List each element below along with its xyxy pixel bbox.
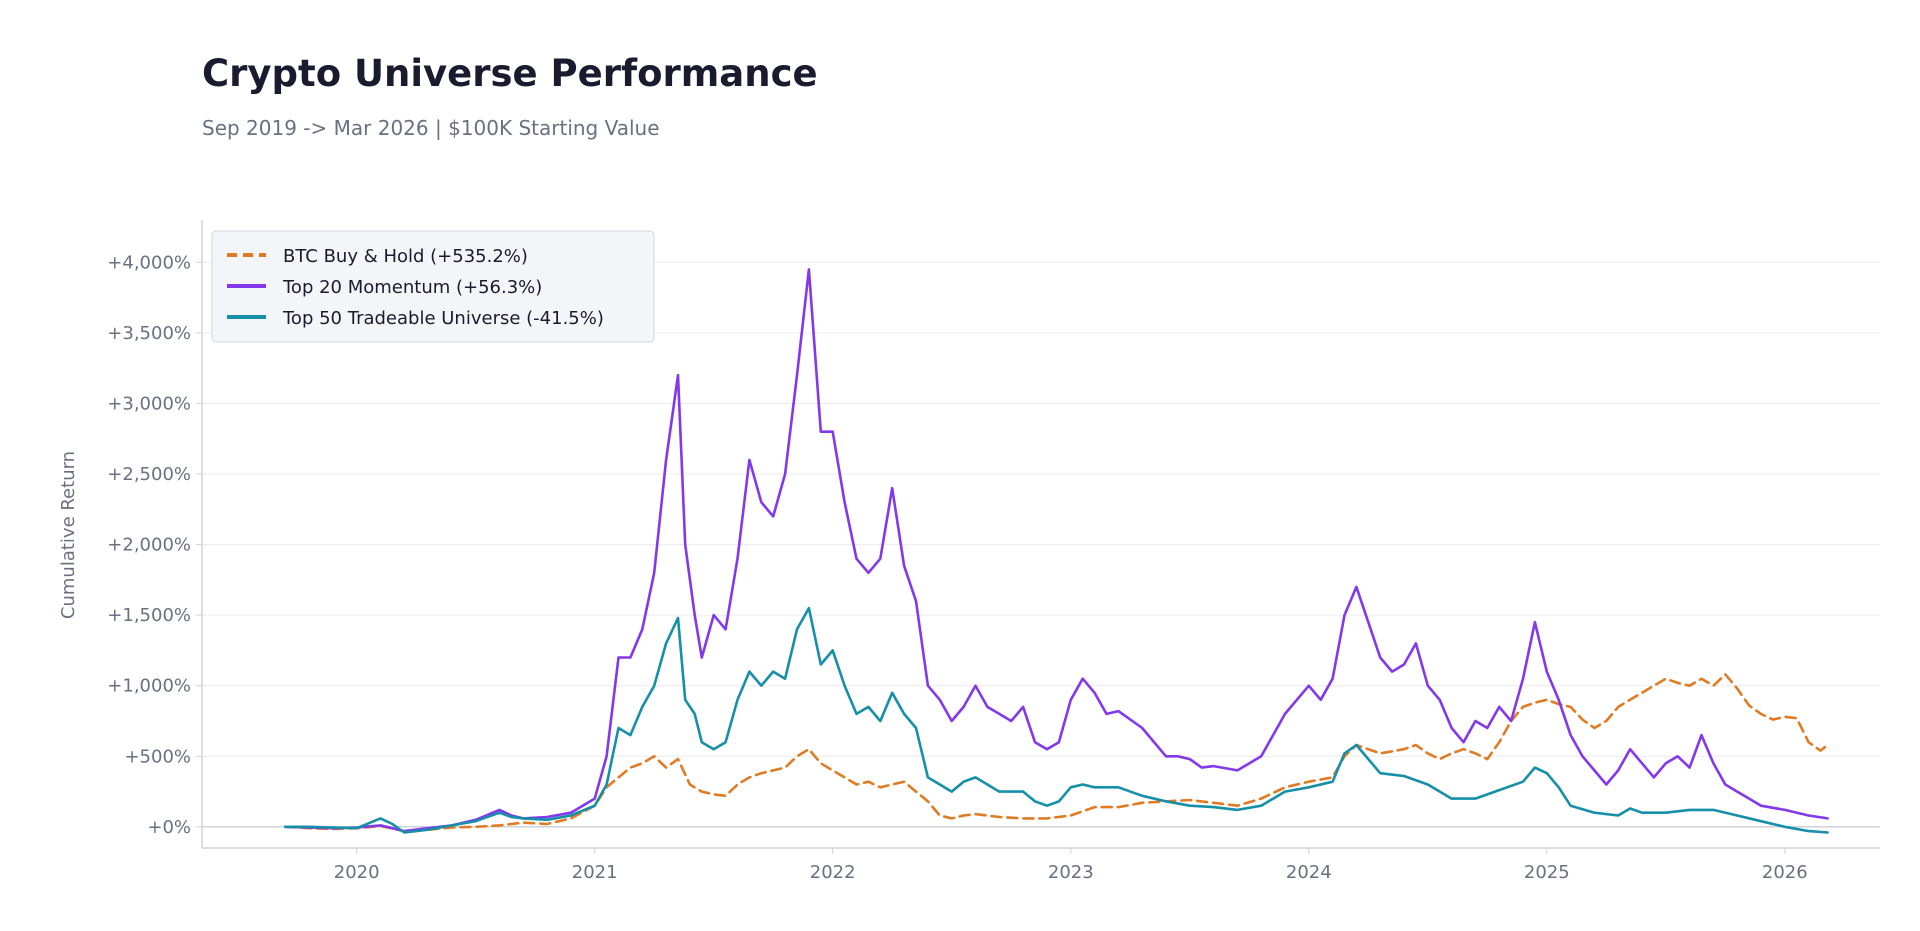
series-line-btc-buy-hold: [284, 673, 1829, 833]
y-tick-label: +500%: [124, 746, 191, 767]
y-tick-label: +3,000%: [107, 394, 191, 415]
y-tick-label: +2,000%: [107, 535, 191, 556]
y-tick-label: +4,000%: [107, 252, 191, 273]
x-tick-label: 2022: [810, 862, 856, 883]
y-tick-label: +1,500%: [107, 605, 191, 626]
chart-title: Crypto Universe Performance: [202, 52, 818, 95]
chart-subtitle: Sep 2019 -> Mar 2026 | $100K Starting Va…: [202, 116, 660, 140]
y-axis-title: Cumulative Return: [58, 451, 79, 619]
legend: BTC Buy & Hold (+535.2%) Top 20 Momentum…: [211, 230, 655, 343]
legend-label-universe: Top 50 Tradeable Universe (-41.5%): [282, 308, 604, 329]
legend-label-btc: BTC Buy & Hold (+535.2%): [283, 246, 528, 267]
y-tick-label: +3,500%: [107, 323, 191, 344]
series-line-top20-momentum: [284, 268, 1829, 833]
series-lines: [284, 268, 1829, 834]
x-tick-label: 2025: [1524, 862, 1570, 883]
x-axis-ticks: 2020 2021 2022 2023 2024 2025 2026: [334, 848, 1808, 883]
legend-box: [211, 230, 655, 343]
y-tick-label: +1,000%: [107, 676, 191, 697]
x-tick-label: 2024: [1286, 862, 1332, 883]
y-tick-label: +2,500%: [107, 464, 191, 485]
y-tick-label: +0%: [147, 817, 191, 838]
x-tick-label: 2023: [1048, 862, 1094, 883]
x-tick-label: 2021: [572, 862, 618, 883]
y-axis-ticks: +0% +500% +1,000% +1,500% +2,000% +2,500% +3,0…: [107, 252, 202, 838]
x-tick-label: 2020: [334, 862, 380, 883]
gridlines: [202, 261, 1880, 828]
x-tick-label: 2026: [1762, 862, 1808, 883]
legend-label-momentum: Top 20 Momentum (+56.3%): [282, 277, 542, 298]
series-line-top50-universe: [284, 606, 1829, 834]
